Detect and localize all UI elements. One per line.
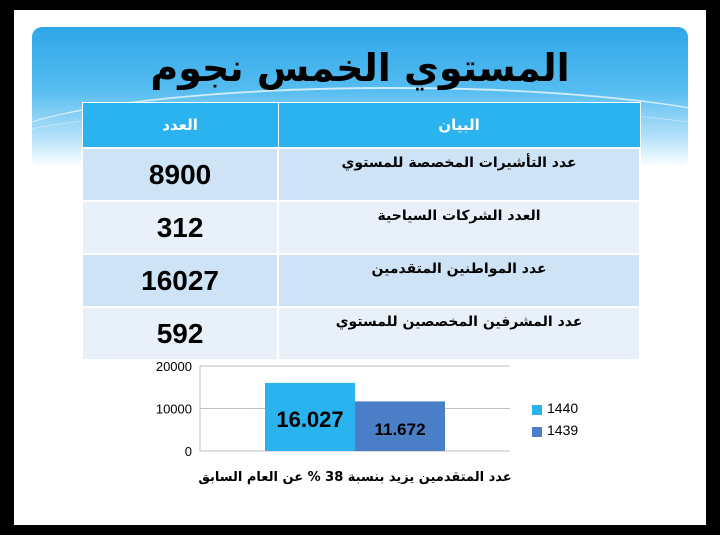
y-tick-label: 0 xyxy=(185,444,192,459)
legend-label: 1439 xyxy=(547,422,579,438)
row-label: العدد الشركات السياحية xyxy=(277,200,641,255)
category-label: عدد المتقدمين يزيد بنسبة 38 % عن العام ا… xyxy=(198,470,511,485)
table-header-row: البيان العدد xyxy=(81,102,641,149)
table-row: عدد المشرفين المخصصين للمستوي 592 xyxy=(80,306,641,361)
bar-chart: 20000 10000 0 16.027 11.672 عدد المتقدمين ي… xyxy=(156,359,512,485)
row-label: عدد المواطنين المتقدمين xyxy=(277,253,641,308)
row-value: 312 xyxy=(80,200,280,255)
decorative-swoosh xyxy=(14,87,706,209)
slide: المستوي الخمس نجوم البيان العدد عدد التأ… xyxy=(14,10,706,525)
row-value: 8900 xyxy=(80,147,280,202)
legend-item: 1440 xyxy=(532,400,612,422)
legend-label: 1440 xyxy=(547,400,579,416)
table-row: العدد الشركات السياحية 312 xyxy=(80,200,641,255)
chart-legend: 1440 1439 xyxy=(532,400,612,444)
table-row: عدد التأشيرات المخصصة للمستوي 8900 xyxy=(80,147,641,202)
row-value: 16027 xyxy=(80,253,280,308)
bar-1439 xyxy=(355,401,445,451)
row-label: عدد التأشيرات المخصصة للمستوي xyxy=(277,147,641,202)
row-value: 592 xyxy=(80,306,280,361)
header-label: البيان xyxy=(277,102,641,149)
row-label: عدد المشرفين المخصصين للمستوي xyxy=(277,306,641,361)
bar-1440 xyxy=(265,382,355,451)
legend-swatch xyxy=(532,405,542,415)
table-row: عدد المواطنين المتقدمين 16027 xyxy=(80,253,641,308)
y-tick-label: 20000 xyxy=(156,359,192,374)
bar-data-label: 11.672 xyxy=(374,420,425,439)
slide-title: المستوي الخمس نجوم xyxy=(150,46,570,90)
header-value: العدد xyxy=(81,102,279,149)
legend-swatch xyxy=(532,427,542,437)
legend-item: 1439 xyxy=(532,422,612,444)
bar-data-label: 16.027 xyxy=(276,407,343,432)
statistics-table: البيان العدد عدد التأشيرات المخصصة للمست… xyxy=(80,102,641,361)
y-tick-label: 10000 xyxy=(156,402,192,417)
